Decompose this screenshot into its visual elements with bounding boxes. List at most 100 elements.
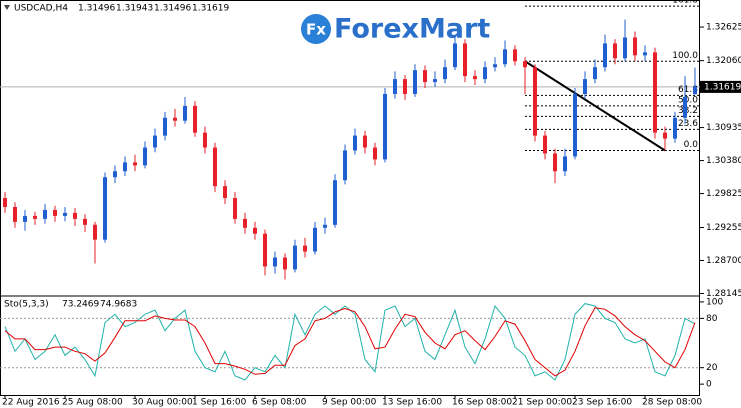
fib-label: 100.0	[672, 51, 698, 61]
candle-body	[3, 198, 7, 207]
candle-body	[33, 215, 37, 219]
candle-body	[373, 147, 377, 160]
logo: Fx ForexMart	[301, 14, 490, 45]
candle-body	[273, 257, 277, 267]
candle-body	[173, 117, 177, 121]
candle-body	[493, 64, 497, 68]
x-tick-label: 30 Aug 00:00	[132, 398, 193, 408]
candle-body	[453, 43, 457, 68]
fib-label: 50.0	[678, 95, 698, 105]
x-tick-label: 16 Sep 08:00	[452, 398, 512, 408]
candle-body	[393, 79, 397, 94]
candle-body	[323, 224, 327, 228]
indicator-tick-label: 0	[706, 380, 712, 390]
candle-body	[353, 135, 357, 151]
x-tick-label: 28 Sep 08:00	[642, 398, 702, 408]
candle-body	[103, 177, 107, 240]
candle-body	[223, 186, 227, 199]
candle-body	[193, 105, 197, 133]
candle-body	[483, 67, 487, 80]
candle-body	[73, 212, 77, 219]
candle-body	[433, 79, 437, 83]
x-tick-label: 1 Sep 16:00	[192, 398, 247, 408]
fib-trendline	[524, 60, 666, 152]
y-tick-label: 1.28700	[706, 256, 741, 266]
indicator-tick-label: 100	[706, 297, 723, 307]
candle-body	[653, 52, 657, 133]
candle-body	[113, 171, 117, 178]
fib-label: 161.8	[672, 0, 698, 6]
candle-body	[293, 245, 297, 270]
indicator-signal-value: 74.9683	[100, 300, 137, 310]
candle-body	[683, 96, 687, 118]
candle-body	[643, 52, 647, 56]
indicator-title: Sto(5,3,3)	[4, 300, 49, 310]
candle-body	[213, 147, 217, 187]
candle-body	[13, 206, 17, 222]
candle-body	[573, 93, 577, 157]
fib-label: 38.2	[678, 106, 698, 116]
close-value: 1.31619	[192, 4, 229, 14]
candle-body	[403, 79, 407, 94]
candle-body	[243, 218, 247, 228]
candle-body	[463, 43, 467, 77]
candle-body	[583, 79, 587, 94]
candle-body	[443, 67, 447, 80]
candle-body	[263, 233, 267, 267]
y-tick-label: 1.30380	[706, 156, 741, 166]
x-tick-label: 23 Sep 16:00	[572, 398, 632, 408]
candle-body	[43, 209, 47, 219]
candle-body	[623, 37, 627, 59]
candle-body	[533, 67, 537, 136]
candle-body	[303, 245, 307, 252]
x-tick-label: 13 Sep 16:00	[382, 398, 442, 408]
candle-body	[543, 135, 547, 154]
candle-body	[183, 105, 187, 121]
logo-icon	[301, 14, 331, 44]
candle-body	[343, 150, 347, 181]
candle-body	[503, 49, 507, 65]
plot-frame	[0, 0, 700, 396]
candle-body	[53, 209, 57, 216]
candle-body	[633, 37, 637, 56]
candle-body	[523, 61, 527, 68]
candle-body	[553, 153, 557, 172]
x-tick-label: 6 Sep 08:00	[252, 398, 307, 408]
candle-body	[473, 76, 477, 80]
symbol-title: USDCAD,H4	[14, 4, 68, 14]
indicator-tick-label: 20	[706, 363, 718, 373]
y-tick-label: 1.32625	[706, 23, 741, 33]
candle-body	[153, 135, 157, 148]
logo-text: ForexMart	[334, 14, 490, 45]
indicator-main-value: 73.2469	[62, 300, 99, 310]
indicator-tick-label: 80	[706, 314, 718, 324]
candle-body	[143, 147, 147, 166]
y-tick-label: 1.32060	[706, 56, 741, 66]
candle-body	[163, 117, 167, 136]
candle-body	[63, 212, 67, 216]
candle-body	[93, 224, 97, 240]
candle-body	[613, 43, 617, 59]
fib-label: 0.0	[684, 140, 699, 150]
candle-body	[313, 227, 317, 252]
candle-body	[593, 67, 597, 80]
candle-body	[333, 180, 337, 225]
candle-body	[133, 162, 137, 166]
candle-body	[83, 218, 87, 225]
indicator-line	[4, 307, 696, 377]
candle-body	[23, 215, 27, 222]
current-price-label: 1.31619	[704, 82, 741, 92]
fib-label: 61.8	[678, 85, 698, 95]
fib-label: 23.6	[678, 119, 698, 129]
candle-body	[413, 70, 417, 94]
logo-mark: Fx	[306, 21, 326, 39]
candle-body	[203, 132, 207, 148]
y-tick-label: 1.30935	[706, 123, 741, 133]
y-tick-label: 1.29255	[706, 223, 741, 233]
candle-body	[693, 86, 697, 95]
high-value: 1.31943	[116, 4, 153, 14]
candle-body	[283, 257, 287, 270]
x-tick-label: 21 Sep 00:00	[512, 398, 572, 408]
low-value: 1.31496	[154, 4, 191, 14]
current-price-box	[700, 80, 741, 93]
